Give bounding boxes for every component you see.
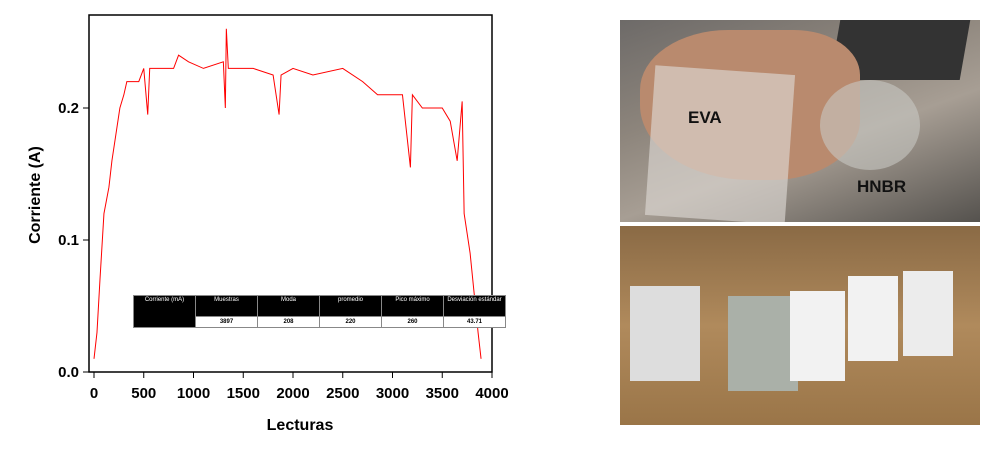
table-cell: 208	[257, 316, 320, 328]
stats-table: Corriente (mA) Muestras Moda promedio Pi…	[133, 295, 506, 328]
series-line	[93, 28, 482, 359]
plot-frame	[88, 14, 493, 373]
x-tick-label: 4000	[475, 385, 508, 402]
table-cell: 43.71	[443, 316, 506, 328]
table-header: Moda	[257, 295, 320, 317]
y-axis-label: Corriente (A)	[27, 146, 44, 244]
x-tick-label: 500	[131, 385, 156, 402]
y-tick-label: 0.0	[58, 364, 79, 381]
x-tick-label: 2500	[326, 385, 359, 402]
sample-2	[728, 296, 798, 391]
photo-solar-cell-samples	[620, 226, 980, 425]
sample-4	[848, 276, 898, 361]
hnbr-label: HNBR	[857, 177, 907, 196]
table-cell: 260	[381, 316, 444, 328]
photo-flexible-films: EVA HNBR	[620, 20, 980, 222]
x-tick-label: 1500	[227, 385, 260, 402]
x-tick-label: 3500	[426, 385, 459, 402]
current-chart: 0 500 1000 1500 2000 2500 3000 3500 4000 0.0 0.1 0.…	[27, 14, 509, 434]
table-header: Corriente (mA)	[133, 295, 196, 328]
sample-5	[903, 271, 953, 356]
x-tick-label: 0	[90, 385, 98, 402]
x-tick-label: 2000	[276, 385, 309, 402]
y-tick-label: 0.2	[58, 100, 79, 117]
table-header: Muestras	[195, 295, 258, 317]
x-tick-label: 1000	[177, 385, 210, 402]
table-header: promedio	[319, 295, 382, 317]
hnbr-film	[820, 80, 920, 170]
table-cell: 3897	[195, 316, 258, 328]
x-tick-label: 3000	[376, 385, 409, 402]
eva-film	[644, 65, 796, 222]
table-header: Desviación estándar	[443, 295, 506, 317]
sample-3	[790, 291, 845, 381]
eva-label: EVA	[688, 108, 722, 127]
table-header: Pico máximo	[381, 295, 444, 317]
y-tick-label: 0.1	[58, 232, 79, 249]
sample-1	[630, 286, 700, 381]
x-axis-label: Lecturas	[267, 417, 334, 434]
table-cell: 220	[319, 316, 382, 328]
